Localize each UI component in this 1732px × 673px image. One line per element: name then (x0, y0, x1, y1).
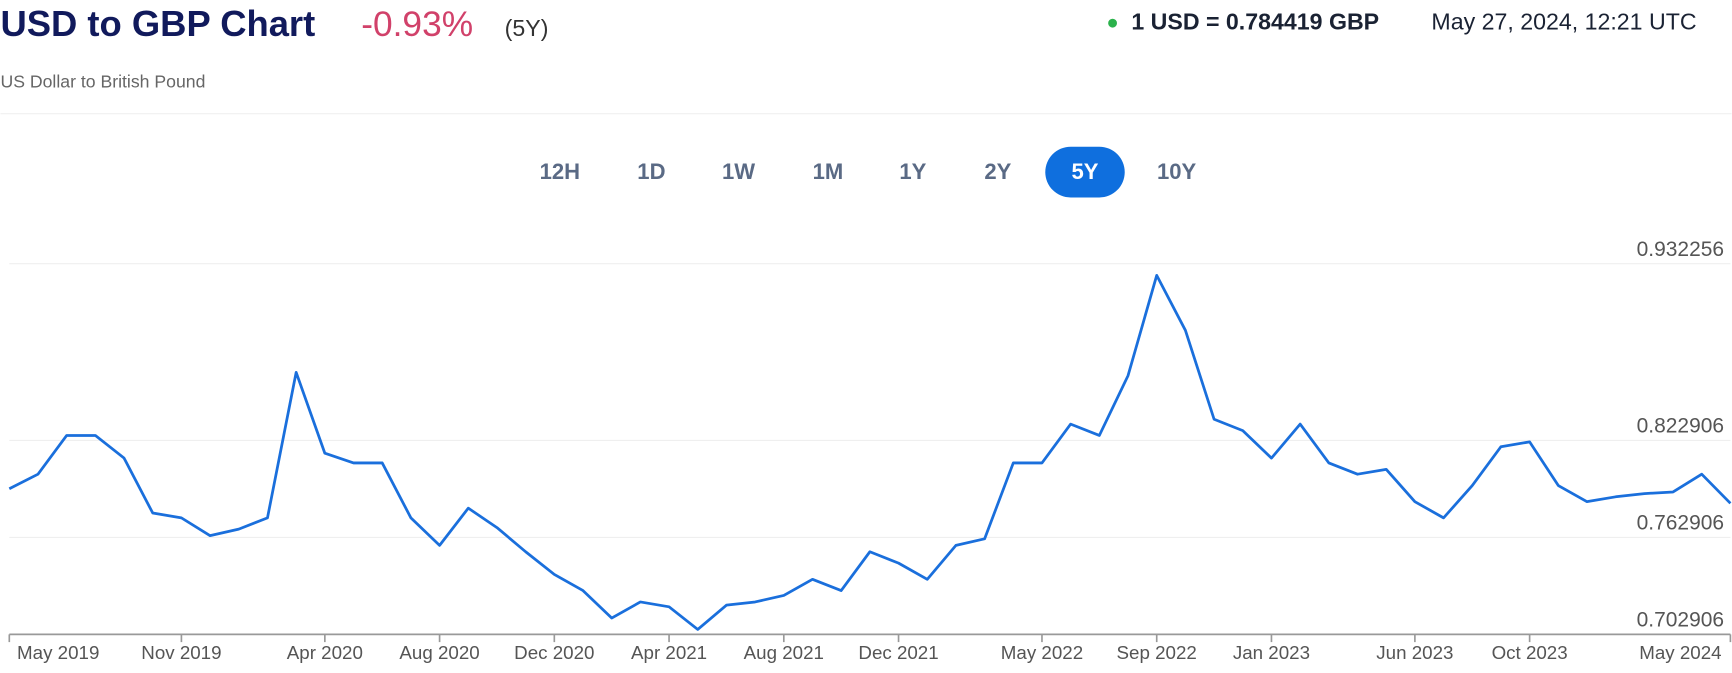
timestamp: May 27, 2024, 12:21 UTC (1431, 8, 1696, 34)
price-line (8, 273, 1732, 631)
x-tick-label: Dec 2021 (858, 642, 938, 663)
range-button[interactable]: 1Y (899, 159, 926, 184)
x-tick-label: May 2024 (1639, 642, 1721, 663)
x-tick-label: May 2019 (17, 642, 99, 663)
range-label[interactable]: 1W (722, 159, 755, 184)
title: USD to GBP Chart (0, 3, 315, 44)
subtitle: US Dollar to British Pound (0, 71, 205, 91)
x-tick-label: Jan 2023 (1233, 642, 1310, 663)
y-tick-label: 0.702906 (1637, 609, 1724, 632)
x-tick-label: Aug 2020 (399, 642, 479, 663)
x-tick-label: Apr 2021 (631, 642, 707, 663)
x-tick-label: May 2022 (1001, 642, 1083, 663)
x-tick-label: Jun 2023 (1376, 642, 1453, 663)
range-button[interactable]: 10Y (1157, 159, 1197, 184)
y-tick-label: 0.822906 (1637, 415, 1724, 438)
y-tick-label: 0.932256 (1637, 238, 1724, 261)
change: -0.93% (361, 5, 473, 44)
range-label[interactable]: 10Y (1157, 159, 1197, 184)
y-tick-label: 0.762906 (1637, 512, 1724, 535)
status-dot (1108, 18, 1117, 28)
range-buttons: 12H 1D 1W 1M 1Y 2Y 5Y 10Y (540, 146, 1197, 198)
x-tick-label: Aug 2021 (744, 642, 824, 663)
x-tick-label: Nov 2019 (141, 642, 221, 663)
x-tick-label: Apr 2020 (287, 642, 363, 663)
range-label[interactable]: 1D (637, 159, 665, 184)
x-tick-label: Oct 2023 (1492, 642, 1568, 663)
range-button[interactable]: 12H (540, 159, 580, 184)
x-tick-label: Dec 2020 (514, 642, 594, 663)
range-label[interactable]: 1Y (899, 159, 926, 184)
range-button[interactable]: 1W (722, 159, 755, 184)
range-button[interactable]: 1M (813, 159, 844, 184)
range-label[interactable]: 5Y (1072, 159, 1099, 184)
range-button[interactable]: 1D (637, 159, 665, 184)
range-button[interactable]: 5Y (1045, 146, 1125, 198)
range-label[interactable]: 12H (540, 159, 580, 184)
range-button[interactable]: 2Y (984, 159, 1011, 184)
range-label[interactable]: 1M (813, 159, 844, 184)
rate: 1 USD = 0.784419 GBP (1131, 8, 1379, 34)
x-tick-label: Sep 2022 (1117, 642, 1197, 663)
active-pill[interactable] (1045, 146, 1125, 198)
period: (5Y) (505, 15, 549, 41)
range-label[interactable]: 2Y (984, 159, 1011, 184)
plot: 0.702906 0.762906 0.822906 0.932256 May 2019… (8, 238, 1732, 663)
